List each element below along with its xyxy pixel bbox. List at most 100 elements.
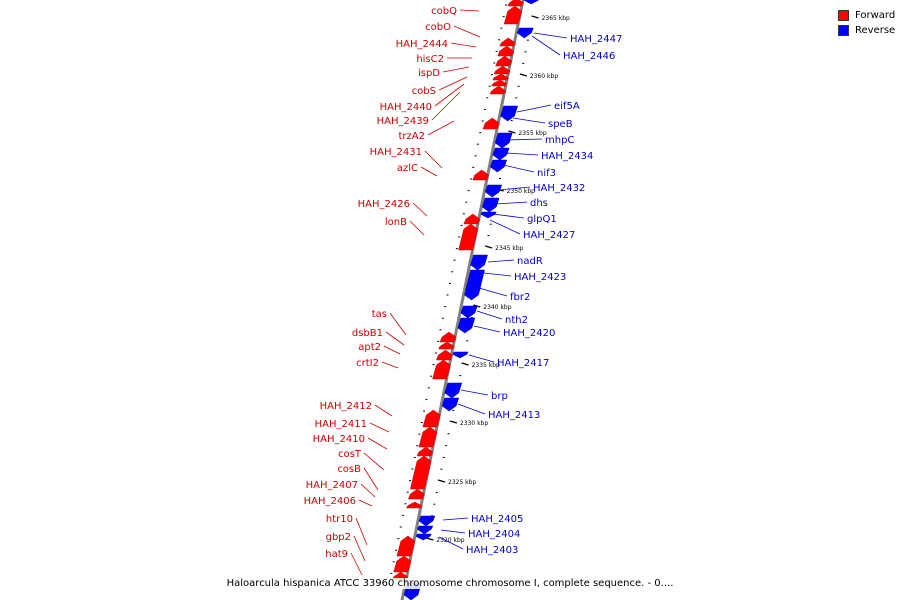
forward-leader-line <box>383 345 401 355</box>
forward-gene-label: HAH_2412 <box>320 401 372 412</box>
forward-leader-line <box>353 535 366 562</box>
reverse-gene-label: fbr2 <box>510 292 530 303</box>
reverse-gene-block <box>500 105 518 122</box>
reverse-leader-line <box>468 354 495 363</box>
scale-tick <box>461 362 469 366</box>
reverse-leader-line <box>460 389 489 396</box>
reverse-gene-label: HAH_2413 <box>488 410 540 421</box>
reverse-leader-line <box>438 536 464 550</box>
forward-gene-label: trzA2 <box>399 131 425 142</box>
forward-leader-line <box>363 467 379 491</box>
reverse-gene-label: HAH_2446 <box>563 51 615 62</box>
forward-leader-line <box>369 422 390 433</box>
reverse-gene-label: nth2 <box>505 315 528 326</box>
reverse-leader-line <box>533 32 568 39</box>
reverse-leader-line <box>442 517 469 521</box>
reverse-gene-label: HAH_2420 <box>503 328 555 339</box>
forward-gene-block <box>432 359 451 380</box>
forward-leader-line <box>431 91 461 121</box>
forward-gene-label: HAH_2411 <box>315 419 367 430</box>
forward-gene-block <box>495 55 513 67</box>
forward-gene-label: gbp2 <box>326 532 351 543</box>
forward-gene-label: htr10 <box>326 514 353 525</box>
reverse-gene-block <box>481 197 500 213</box>
gene-labels: cobQ cobO HAH_2444 hisC2 ispD cobS HAH_2440 HAH… <box>304 6 623 560</box>
forward-gene-block <box>491 79 508 87</box>
scale-tick-label: 2335 kbp <box>472 362 500 369</box>
reverse-leader-line <box>531 35 561 56</box>
forward-gene-label: cobQ <box>431 6 457 17</box>
reverse-gene-label: eif5A <box>554 101 580 112</box>
forward-gene-block <box>393 555 412 573</box>
forward-gene-label: tas <box>372 309 387 320</box>
reverse-gene-block <box>480 211 497 219</box>
forward-swatch <box>838 10 849 21</box>
legend-forward-label: Forward <box>855 10 896 21</box>
forward-leader-line <box>367 437 388 450</box>
forward-gene-label: HAH_2407 <box>306 480 358 491</box>
forward-gene-block <box>507 0 524 7</box>
reverse-gene-block <box>441 397 460 412</box>
forward-gene-block <box>438 341 455 350</box>
forward-gene-block <box>482 117 500 130</box>
scale-tick <box>426 537 434 541</box>
forward-gene-label: cobS <box>412 86 436 97</box>
scale-tick <box>531 15 539 19</box>
scale-tick <box>449 420 458 424</box>
forward-gene-label: crtI2 <box>356 358 379 369</box>
forward-leader-line <box>355 517 368 546</box>
reverse-gene-label: brp <box>491 391 508 402</box>
reverse-leader-line <box>440 529 466 534</box>
reverse-gene-label: HAH_2404 <box>468 529 520 540</box>
forward-gene-block <box>489 85 506 95</box>
forward-leader-line <box>385 331 405 346</box>
reverse-gene-label: mhpC <box>545 135 574 146</box>
reverse-gene-block <box>415 533 432 541</box>
forward-leader-line <box>409 220 425 236</box>
forward-leader-line <box>358 499 373 507</box>
legend-reverse-label: Reverse <box>855 25 896 36</box>
forward-gene-label: azlC <box>397 163 418 174</box>
scale-tick <box>508 130 516 134</box>
forward-gene-label: cobO <box>425 22 451 33</box>
reverse-gene-block <box>444 382 463 399</box>
forward-leader-line <box>434 83 465 107</box>
forward-leader-line <box>381 361 399 369</box>
forward-leader-line <box>412 202 428 217</box>
forward-leader-line <box>360 483 376 498</box>
label-leader-lines <box>350 9 568 576</box>
reverse-gene-label: glpQ1 <box>527 214 557 225</box>
reverse-gene-label: HAH_2423 <box>514 272 566 283</box>
forward-gene-block <box>406 501 423 509</box>
forward-leader-line <box>438 76 468 91</box>
forward-leader-line <box>459 9 480 12</box>
reverse-gene-label: HAH_2405 <box>471 514 523 525</box>
forward-leader-line <box>442 66 470 73</box>
reverse-gene-block <box>490 159 508 173</box>
legend-forward: Forward <box>838 8 895 23</box>
reverse-gene-block <box>484 184 503 198</box>
forward-leader-line <box>350 552 363 576</box>
reverse-leader-line <box>505 138 543 141</box>
forward-leader-line <box>389 312 407 336</box>
scale-tick-label: 2345 kbp <box>495 245 523 252</box>
caption-text: Haloarcula hispanica ATCC 33960 chromoso… <box>224 578 676 589</box>
scale-tick-label: 2350 kbp <box>507 188 535 195</box>
forward-gene-label: cosT <box>338 449 362 460</box>
reverse-gene-block <box>457 317 476 334</box>
forward-gene-block <box>396 535 416 557</box>
reverse-leader-line <box>505 152 539 156</box>
forward-gene-block <box>416 446 434 457</box>
forward-gene-label: dsbB1 <box>352 328 383 339</box>
forward-gene-block <box>503 5 523 25</box>
forward-gene-block <box>418 426 438 448</box>
forward-gene-label: lonB <box>385 217 407 228</box>
legend-reverse: Reverse <box>838 23 895 38</box>
gene-features <box>391 0 539 600</box>
reverse-gene-block <box>452 351 469 359</box>
forward-gene-block <box>497 45 515 57</box>
reverse-gene-label: HAH_2432 <box>533 183 585 194</box>
reverse-leader-line <box>498 186 531 191</box>
reverse-leader-line <box>492 213 525 219</box>
